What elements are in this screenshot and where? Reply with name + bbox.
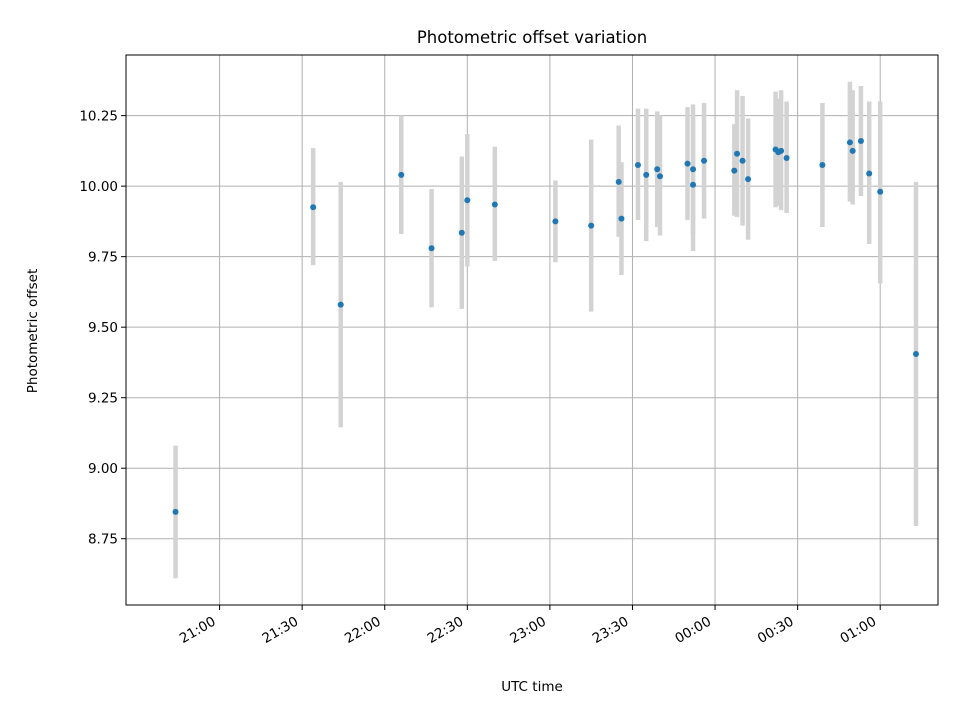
data-point	[588, 222, 595, 229]
plot-area	[125, 54, 939, 606]
y-tick-label: 9.00	[88, 461, 118, 477]
chart-title: Photometric offset variation	[417, 28, 647, 47]
data-point	[398, 171, 405, 178]
y-tick-label: 10.25	[79, 109, 118, 125]
data-point	[337, 301, 344, 308]
data-point	[866, 170, 873, 177]
data-point	[877, 188, 884, 195]
data-point	[912, 350, 919, 357]
y-tick-label: 10.00	[79, 179, 118, 195]
grid	[126, 55, 938, 605]
data-point	[656, 173, 663, 180]
data-point	[745, 176, 752, 183]
data-point	[690, 166, 697, 173]
data-point	[731, 167, 738, 174]
data-point	[458, 229, 465, 236]
data-point	[846, 139, 853, 146]
y-axis-label: Photometric offset	[25, 269, 41, 393]
data-point	[739, 157, 746, 164]
data-point	[491, 201, 498, 208]
data-point	[310, 204, 317, 211]
data-point	[684, 160, 691, 167]
data-point	[654, 166, 661, 173]
data-point	[618, 215, 625, 222]
data-point	[849, 147, 856, 154]
data-point	[778, 147, 785, 154]
data-point	[857, 138, 864, 145]
data-point	[643, 171, 650, 178]
data-point	[783, 154, 790, 161]
y-tick-label: 9.25	[88, 391, 118, 407]
data-point	[690, 181, 697, 188]
data-points	[172, 138, 919, 515]
data-point	[428, 245, 435, 252]
y-tick-label: 8.75	[88, 532, 118, 548]
y-tick-label: 9.75	[88, 250, 118, 266]
data-point	[552, 218, 559, 225]
data-point	[172, 508, 179, 515]
y-axis: 8.75 9.00 9.25 9.50 9.75 10.00 10.25	[79, 109, 126, 548]
data-point	[615, 178, 622, 185]
x-axis-label: UTC time	[501, 679, 563, 695]
data-point	[701, 157, 708, 164]
data-point	[819, 162, 826, 168]
data-point	[464, 197, 471, 204]
data-point	[634, 162, 641, 168]
data-point	[734, 150, 741, 157]
y-tick-label: 9.50	[88, 320, 118, 336]
